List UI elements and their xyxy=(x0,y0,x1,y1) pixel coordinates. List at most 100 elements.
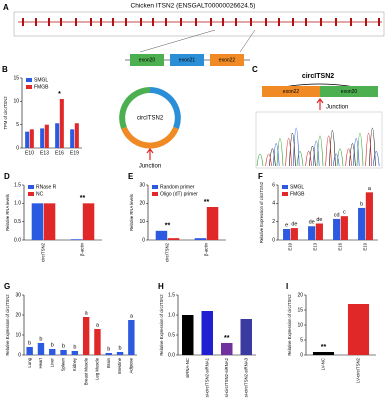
x-tick-label: Spleen xyxy=(61,357,66,371)
exon-box xyxy=(170,54,204,66)
bar xyxy=(128,320,135,355)
y-axis-label: Relative RNA levels xyxy=(129,194,134,231)
x-tick-label: si-circITSN2-siRNA2 xyxy=(224,357,229,397)
exon-box xyxy=(130,54,164,66)
bar xyxy=(312,352,335,355)
bar xyxy=(82,203,95,240)
exon-tick xyxy=(165,18,167,26)
exon-tick xyxy=(335,18,337,26)
y-tick-label: 0.0 xyxy=(14,237,21,243)
exon-tick xyxy=(125,18,127,26)
bar xyxy=(221,343,233,355)
significance-letter: a xyxy=(368,186,372,192)
x-tick-label: Lung xyxy=(27,357,32,367)
panel-label: A xyxy=(3,3,9,12)
bar xyxy=(94,329,101,355)
significance-letter: b xyxy=(360,201,363,207)
y-tick-label: 6 xyxy=(272,182,275,188)
significance-mark: ** xyxy=(204,199,210,206)
exon-tick xyxy=(75,18,77,26)
c-exon xyxy=(262,86,320,97)
y-tick-label: 1.5 xyxy=(168,292,175,298)
x-tick-label: E13 xyxy=(40,150,49,156)
bar xyxy=(358,207,366,240)
y-tick-label: 20 xyxy=(139,201,145,207)
exon-tick xyxy=(152,18,154,26)
exon-tick xyxy=(35,18,37,26)
x-tick-label: si-circITSN2-siRNA3 xyxy=(243,357,248,397)
bar xyxy=(49,349,56,355)
bar xyxy=(167,238,180,240)
exon-tick xyxy=(210,18,212,26)
bar xyxy=(155,230,168,240)
significance-letter: a xyxy=(96,322,100,328)
bar xyxy=(283,229,291,240)
legend-label: FMGB xyxy=(34,84,49,90)
panel-label: G xyxy=(4,282,10,291)
exon-tick xyxy=(90,18,92,26)
exon-tick xyxy=(278,18,280,26)
y-tick-label: 30 xyxy=(15,292,21,298)
legend-label: Random primer xyxy=(160,184,195,190)
exon-tick xyxy=(195,18,197,26)
x-tick-label: E10 xyxy=(288,242,293,250)
significance-letter: de xyxy=(316,217,322,223)
exon-tick xyxy=(112,18,114,26)
junction-label: Junction xyxy=(326,105,348,111)
significance-letter: de xyxy=(291,222,297,228)
significance-letter: b xyxy=(28,340,31,346)
significance-letter: b xyxy=(107,346,110,352)
y-tick-label: 20 xyxy=(15,312,21,318)
bar xyxy=(308,226,316,240)
y-axis-label: Relative RNA levels xyxy=(5,194,10,231)
x-tick-label: Leg Muscle xyxy=(95,357,100,380)
x-tick-label: LV-NC xyxy=(321,358,326,370)
y-tick-label: 15 xyxy=(297,307,303,313)
y-axis-label: Relative Expression of circITSN2 xyxy=(5,294,10,356)
panel-label: B xyxy=(2,65,8,74)
x-tick-label: Heart xyxy=(38,357,43,368)
exon-tick xyxy=(180,18,182,26)
bar xyxy=(59,99,64,148)
y-tick-label: 10 xyxy=(15,332,21,338)
gene-title: Chicken ITSN2 (ENSGALT00000026624.5) xyxy=(131,3,256,10)
y-tick-label: 0.0 xyxy=(168,352,175,358)
legend-swatch xyxy=(282,185,288,189)
c-title: circITSN2 xyxy=(302,73,334,80)
y-tick-label: 0 xyxy=(16,145,19,151)
bar xyxy=(201,311,213,355)
x-tick-label: Brain xyxy=(106,357,111,368)
exon-label: exon20 xyxy=(139,57,156,63)
y-tick-label: 0 xyxy=(142,237,145,243)
y-tick-label: 5 xyxy=(16,122,19,128)
exon-box xyxy=(210,54,244,66)
x-tick-label: E19 xyxy=(70,150,79,156)
legend-swatch xyxy=(26,85,32,89)
c-exon xyxy=(320,86,378,97)
significance-letter: b xyxy=(51,342,54,348)
x-tick-label: E13 xyxy=(313,242,318,250)
y-tick-label: 1.0 xyxy=(14,201,21,207)
significance-mark: ** xyxy=(80,195,86,202)
bar xyxy=(43,203,56,240)
bar xyxy=(206,207,219,240)
junction-arrow xyxy=(316,98,324,110)
x-tick-label: circITSN2 xyxy=(41,242,46,261)
bar xyxy=(31,203,44,240)
exon-tick xyxy=(235,18,237,26)
bar xyxy=(105,353,112,355)
legend-swatch xyxy=(26,78,32,82)
panel-label: C xyxy=(252,65,258,74)
y-tick-label: 0.5 xyxy=(14,219,21,225)
bar xyxy=(70,129,75,148)
bar xyxy=(194,238,207,240)
zoom-line xyxy=(239,29,256,53)
exon-tick xyxy=(250,18,252,26)
x-tick-label: E19 xyxy=(363,242,368,250)
exon-tick xyxy=(22,18,24,26)
legend-label: SMGL xyxy=(34,77,48,83)
y-tick-label: 10 xyxy=(13,99,19,105)
track-frame xyxy=(13,11,385,37)
